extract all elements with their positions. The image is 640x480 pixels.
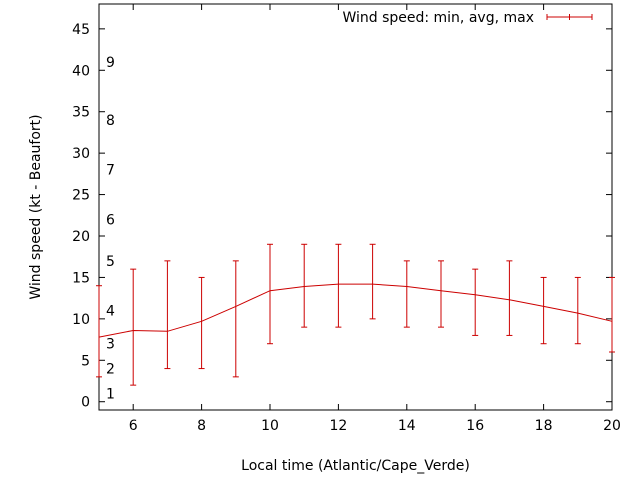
- plot-border: [98, 3, 613, 411]
- x-tick-label: 14: [398, 418, 416, 434]
- y-tick-label: 10: [72, 312, 90, 328]
- beaufort-label: 4: [106, 304, 115, 320]
- legend: Wind speed: min, avg, max: [342, 10, 593, 26]
- plot-frame: [98, 3, 613, 411]
- y-tick-label: 45: [72, 22, 90, 38]
- y-tick-label: 15: [72, 270, 90, 286]
- series-line-avg: [98, 283, 613, 338]
- x-tick-label: 12: [329, 418, 347, 434]
- x-axis: 6 8 10 12 14 16 18 20: [129, 4, 621, 434]
- beaufort-label: 1: [106, 386, 115, 402]
- y-tick-label: 40: [72, 63, 90, 79]
- beaufort-label: 7: [106, 163, 115, 179]
- beaufort-label: 5: [106, 254, 115, 270]
- x-tick-label: 6: [129, 418, 138, 434]
- legend-label: Wind speed: min, avg, max: [342, 10, 534, 26]
- error-bar: [96, 285, 102, 378]
- error-bar: [438, 260, 444, 328]
- beaufort-scale: 1 2 3 4 5 6 7 8 9: [106, 55, 115, 402]
- beaufort-label: 9: [106, 55, 115, 71]
- error-bar: [301, 243, 308, 328]
- error-bar: [472, 268, 479, 336]
- error-bar: [267, 243, 273, 345]
- y-tick-label: 35: [72, 105, 90, 121]
- series-wind-speed: [96, 243, 615, 386]
- x-tick-label: 10: [261, 418, 279, 434]
- beaufort-label: 6: [106, 212, 115, 228]
- error-bar: [609, 276, 615, 353]
- beaufort-label: 8: [106, 113, 115, 129]
- error-bar: [164, 260, 171, 370]
- y-tick-label: 0: [81, 395, 90, 411]
- error-bar: [232, 260, 239, 378]
- x-tick-label: 16: [466, 418, 484, 434]
- error-bar: [540, 276, 547, 345]
- x-axis-label: Local time (Atlantic/Cape_Verde): [241, 458, 470, 474]
- error-bar: [198, 276, 205, 370]
- error-bar: [403, 260, 410, 328]
- y-tick-label: 20: [72, 229, 90, 245]
- y-tick-label: 30: [72, 146, 90, 162]
- y-tick-label: 25: [72, 188, 90, 204]
- error-bar: [130, 268, 137, 386]
- x-tick-label: 18: [535, 418, 553, 434]
- error-bar: [335, 243, 342, 328]
- beaufort-label: 3: [106, 337, 115, 353]
- x-tick-label: 8: [197, 418, 206, 434]
- x-tick-label: 20: [603, 418, 621, 434]
- error-bar: [369, 243, 376, 320]
- error-bar: [506, 260, 513, 336]
- y-tick-label: 5: [81, 353, 90, 369]
- beaufort-label: 2: [106, 362, 115, 378]
- error-bar: [574, 276, 581, 345]
- y-axis-label: Wind speed (kt - Beaufort): [28, 114, 44, 299]
